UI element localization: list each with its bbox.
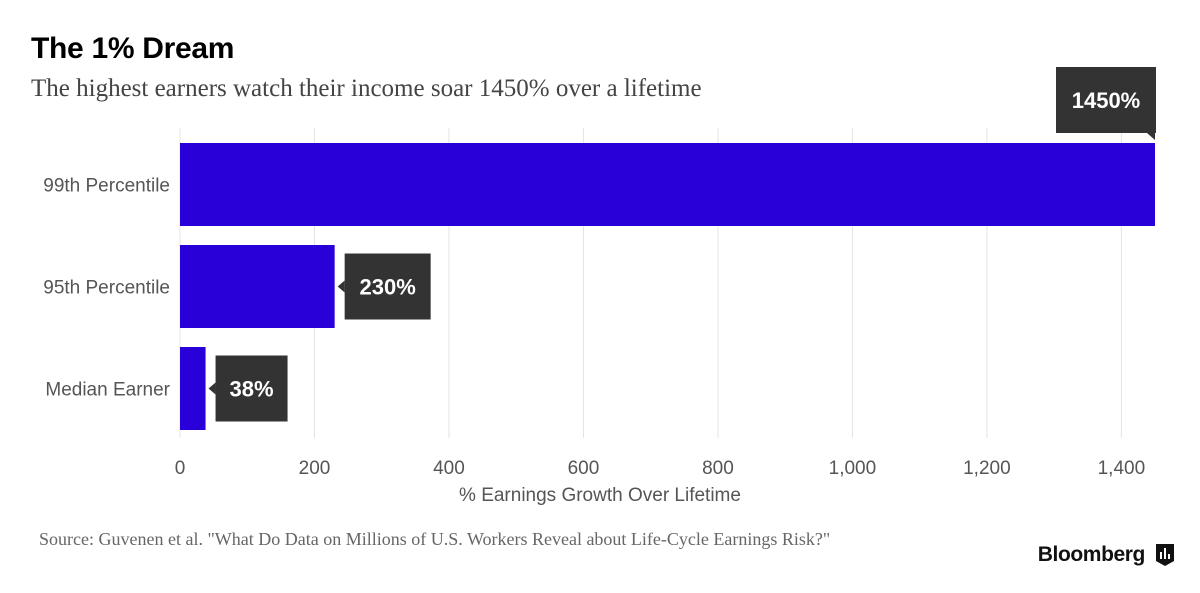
data-label-text: 1450% bbox=[1072, 88, 1141, 113]
bar bbox=[180, 143, 1155, 226]
chart-subtitle: The highest earners watch their income s… bbox=[31, 75, 702, 102]
bar bbox=[180, 347, 206, 430]
bar-chart-icon bbox=[1156, 544, 1174, 566]
data-label-text: 230% bbox=[360, 275, 416, 300]
x-tick-label: 800 bbox=[702, 458, 734, 479]
x-tick-label: 1,400 bbox=[1098, 458, 1146, 479]
category-label: 95th Percentile bbox=[43, 278, 170, 299]
x-tick-label: 200 bbox=[299, 458, 331, 479]
category-labels: 99th Percentile 95th Percentile Median Ear… bbox=[43, 176, 170, 401]
data-label: 230% bbox=[337, 253, 431, 320]
category-label: Median Earner bbox=[45, 380, 170, 401]
source-note: Source: Guvenen et al. "What Do Data on … bbox=[39, 529, 831, 549]
x-tick-label: 0 bbox=[175, 458, 186, 479]
x-tick-label: 1,200 bbox=[963, 458, 1011, 479]
data-label: 1450% bbox=[1056, 67, 1156, 140]
x-axis-ticks: 0 200 400 600 800 1,000 1,200 1,400 bbox=[175, 458, 1145, 479]
data-labels: 1450% 230% 38% bbox=[208, 67, 1156, 422]
data-label-text: 38% bbox=[230, 377, 274, 402]
category-label: 99th Percentile bbox=[43, 176, 170, 197]
x-tick-label: 1,000 bbox=[829, 458, 877, 479]
data-label: 38% bbox=[208, 355, 288, 422]
x-axis-label: % Earnings Growth Over Lifetime bbox=[459, 485, 741, 506]
bar bbox=[180, 245, 335, 328]
bars bbox=[180, 143, 1155, 430]
x-tick-label: 600 bbox=[568, 458, 600, 479]
brand-logo: Bloomberg bbox=[1037, 543, 1146, 566]
chart-title: The 1% Dream bbox=[31, 32, 235, 65]
x-tick-label: 400 bbox=[433, 458, 465, 479]
